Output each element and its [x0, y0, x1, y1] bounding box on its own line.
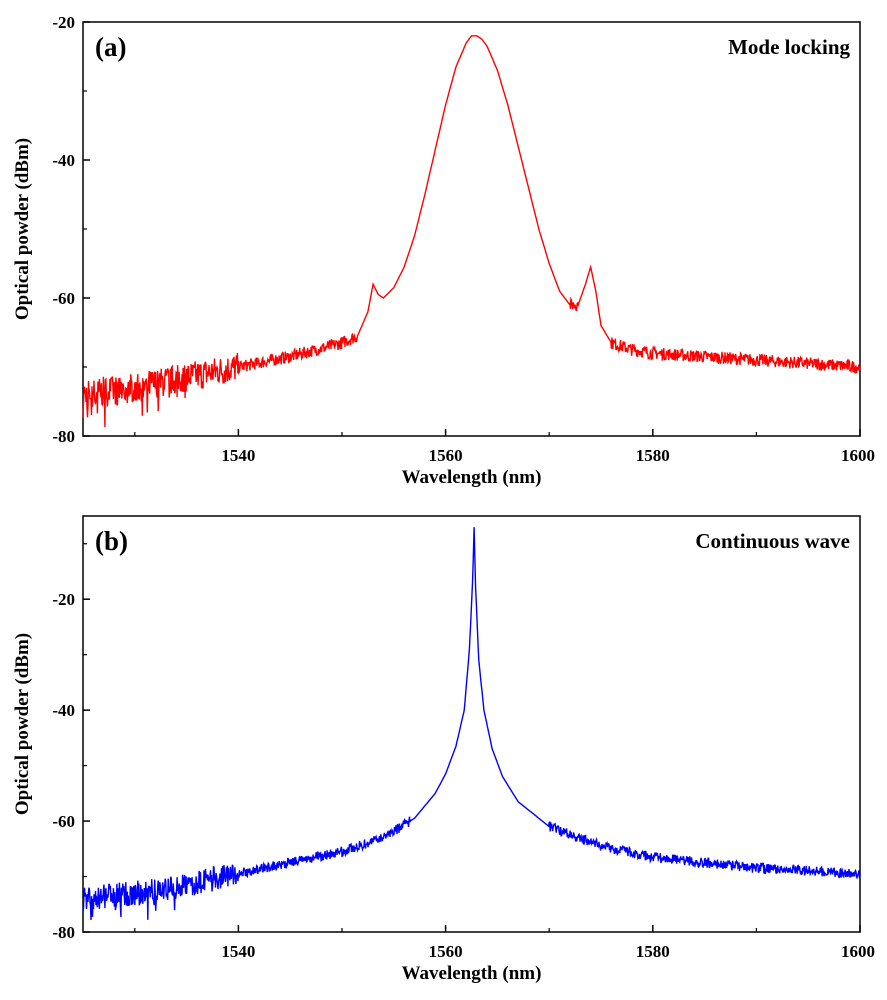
- y-axis-title-a: Optical powder (dBm): [12, 138, 33, 320]
- y-tick-label: -60: [52, 289, 75, 308]
- y-axis-ticks: -80 -60 -40 -20: [52, 13, 90, 446]
- y-axis-ticks: -80 -60 -40 -20: [52, 543, 90, 942]
- panel-label-b: (b): [95, 526, 128, 556]
- annotation-continuous-wave: Continuous wave: [695, 529, 850, 553]
- x-tick-label: 1560: [429, 446, 463, 465]
- x-axis-ticks: 1540 1560 1580 1600: [134, 925, 875, 961]
- y-tick-label: -40: [52, 701, 75, 720]
- x-tick-label: 1580: [636, 942, 670, 961]
- x-axis-title-b: Wavelength (nm): [402, 963, 542, 984]
- panel-label-a: (a): [95, 32, 126, 62]
- y-tick-label: -40: [52, 151, 75, 170]
- x-axis-ticks: 1540 1560 1580 1600: [134, 429, 875, 465]
- x-axis-title-a: Wavelength (nm): [402, 467, 542, 488]
- y-tick-label: -60: [52, 812, 75, 831]
- annotation-mode-locking: Mode locking: [728, 35, 850, 59]
- panel-b: 1540 1560 1580 1600 -80 -60 -40 -20 (b) Contin…: [12, 515, 875, 984]
- y-axis-title-b: Optical powder (dBm): [12, 633, 33, 815]
- x-tick-label: 1600: [841, 446, 875, 465]
- spectrum-line-b: [82, 527, 861, 921]
- plot-frame: [82, 515, 861, 933]
- x-tick-label: 1560: [429, 942, 463, 961]
- y-tick-label: -80: [52, 923, 75, 942]
- y-tick-label: -80: [52, 427, 75, 446]
- spectrum-line-a: [82, 35, 861, 428]
- x-tick-label: 1540: [221, 446, 255, 465]
- y-tick-label: -20: [52, 590, 75, 609]
- x-tick-label: 1600: [841, 942, 875, 961]
- x-tick-label: 1580: [636, 446, 670, 465]
- panel-a: 1540 1560 1580 1600 -80 -60 -40 -20 (a) Mode l…: [12, 13, 875, 488]
- x-tick-label: 1540: [221, 942, 255, 961]
- y-tick-label: -20: [52, 13, 75, 32]
